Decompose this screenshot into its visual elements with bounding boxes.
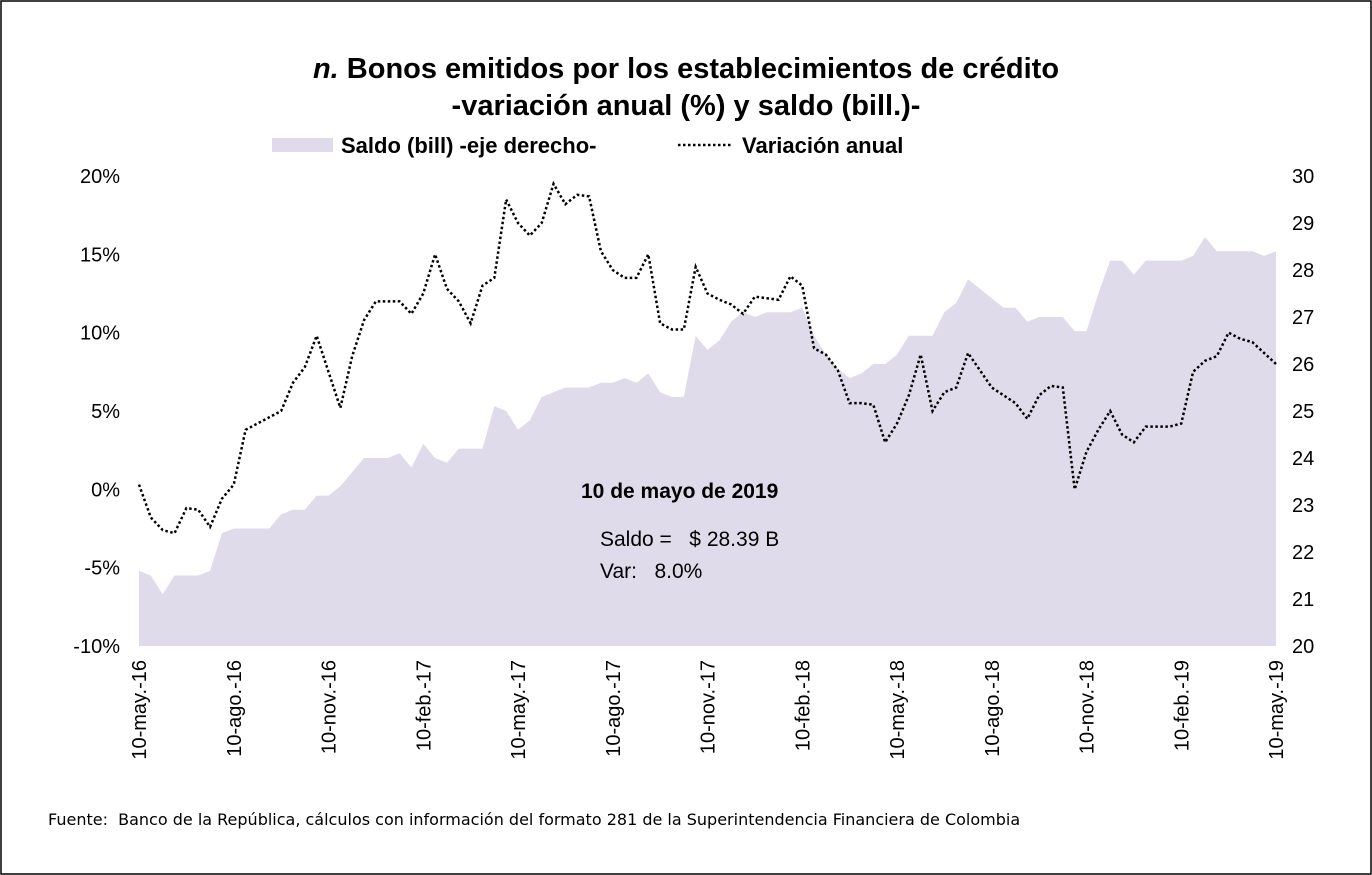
chart-title: -variación anual (%) y saldo (bill.)- [452,90,921,122]
y-tick-label: -10% [73,636,120,658]
y2-tick-label: 21 [1292,589,1314,611]
x-tick-label: 10-may.-17 [508,660,530,760]
y-tick-label: 15% [80,244,120,266]
y-tick-label: 20% [80,166,120,188]
x-tick-label: 10-feb.-18 [792,660,814,751]
x-tick-label: 10-ago.-18 [982,660,1004,757]
y-tick-label: 10% [80,323,120,345]
source: Fuente: Banco de la República, cálculos … [48,810,1020,829]
y2-tick-label: 20 [1292,636,1314,658]
x-tick-label: 10-nov.-18 [1077,660,1099,754]
y2-tick-label: 29 [1292,213,1314,235]
y2-tick-label: 24 [1292,448,1314,470]
x-tick-label: 10-nov.-17 [698,660,720,754]
y2-tick-label: 22 [1292,542,1314,564]
y2-tick-label: 25 [1292,401,1314,423]
title-marker: n. [313,53,339,85]
annotation-heading: 10 de mayo de 2019 [581,480,778,503]
y-tick-label: 0% [91,479,120,501]
y2-tick-label: 30 [1292,166,1314,188]
x-tick-label: 10-feb.-19 [1171,660,1193,751]
plot: -10% -5% 0% 5% 10% 15% 20% 20 21 22 23 24 25 26 27 28 29… [73,133,1314,760]
title-line: Bonos emitidos por los establecimientos … [347,53,1059,85]
x-tick-label: 10-may.-16 [129,660,151,760]
legend-label: Saldo (bill) -eje derecho- [341,133,596,158]
x-tick-label: 10-may.-19 [1266,660,1288,760]
y2-tick-label: 26 [1292,354,1314,376]
area [139,237,1276,646]
chart-title: n. Bonos emitidos por los establecimient… [313,53,1059,85]
x-tick-label: 10-feb.-17 [413,660,435,751]
x-tick-label: 10-ago.-16 [224,660,246,757]
y-tick-label: 5% [91,401,120,423]
annotation: Saldo = $ 28.39 B [600,528,779,551]
x-tick-label: 10-ago.-17 [603,660,625,757]
x-tick-label: 10-nov.-16 [319,660,341,754]
legend-label: Variación anual [742,133,903,158]
y2-tick-label: 28 [1292,260,1314,282]
annotation: Var: 8.0% [600,560,702,583]
line [137,180,1277,535]
legend-swatch [272,138,333,152]
y2-tick-label: 27 [1292,307,1314,329]
y-tick-label: -5% [84,558,120,580]
y2-tick-label: 23 [1292,495,1314,517]
x-tick-label: 10-may.-18 [887,660,909,760]
